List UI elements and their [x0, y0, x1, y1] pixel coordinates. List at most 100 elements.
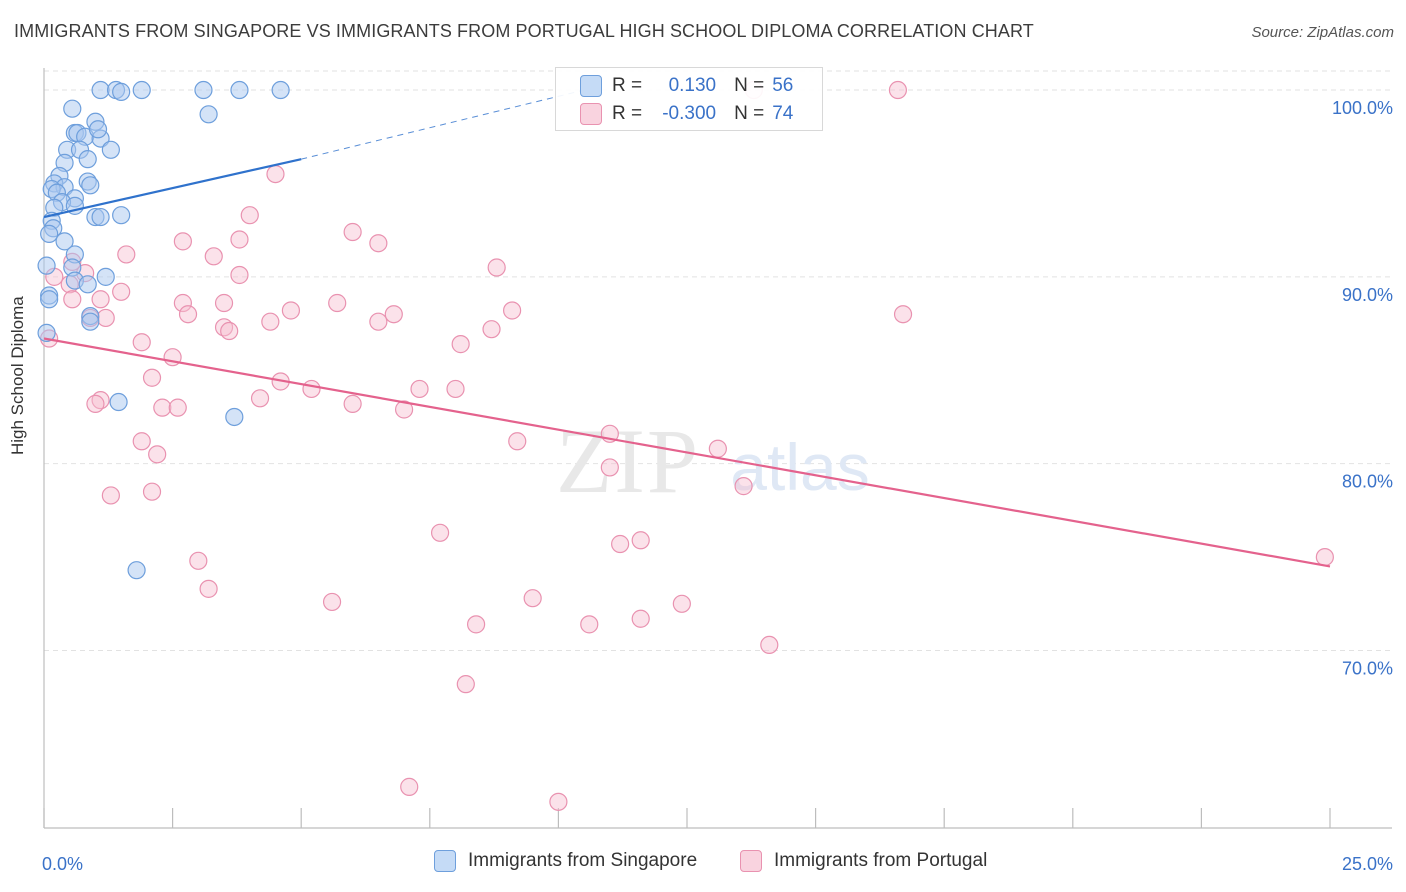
portugal-point	[96, 308, 115, 328]
portugal-point	[86, 394, 105, 413]
singapore-point	[81, 176, 100, 195]
portugal-point	[240, 206, 259, 225]
singapore-point	[40, 224, 59, 243]
singapore-r-value: 0.130	[668, 75, 717, 96]
legend-row-singapore: R = 0.130 N = 56	[556, 72, 811, 100]
singapore-trend-line	[43, 158, 302, 219]
portugal-point	[508, 432, 527, 451]
singapore-point	[112, 82, 131, 101]
singapore-n-value: 56	[772, 75, 794, 96]
portugal-point	[173, 293, 192, 313]
singapore-point	[101, 140, 120, 159]
portugal-point	[266, 164, 285, 184]
singapore-point	[96, 267, 115, 286]
singapore-trend-extension	[301, 89, 585, 160]
portugal-point	[708, 439, 727, 458]
portugal-point	[214, 293, 234, 313]
y-axis-label: High School Diploma	[8, 296, 27, 455]
portugal-point	[322, 592, 342, 612]
portugal-r-value: -0.300	[662, 103, 717, 124]
portugal-point	[394, 400, 414, 419]
n-label: N =	[734, 75, 765, 96]
portugal-point	[369, 312, 388, 331]
portugal-point	[343, 222, 362, 242]
portugal-point	[101, 486, 120, 505]
portugal-point	[734, 477, 753, 496]
portugal-point	[482, 320, 501, 339]
series-singapore	[37, 80, 290, 580]
singapore-point	[112, 206, 131, 225]
singapore-point	[225, 407, 244, 427]
singapore-point	[37, 323, 56, 343]
portugal-point	[893, 305, 913, 324]
portugal-point	[369, 234, 388, 253]
singapore-point	[127, 561, 146, 580]
portugal-point	[611, 534, 630, 554]
portugal-point	[1315, 547, 1334, 567]
n-label: N =	[734, 103, 765, 124]
portugal-point	[523, 589, 542, 608]
portugal-swatch	[580, 103, 602, 125]
singapore-point	[37, 256, 56, 275]
portugal-point	[261, 312, 280, 331]
portugal-point	[466, 615, 486, 634]
portugal-point	[204, 247, 223, 266]
portugal-point	[142, 368, 162, 387]
portugal-point	[600, 458, 619, 477]
correlation-legend: R = 0.130 N = 56 R = -0.300 N = 74	[555, 67, 823, 131]
legend-row-portugal: R = -0.300 N = 74	[556, 100, 811, 128]
portugal-point	[631, 609, 650, 628]
portugal-point	[63, 290, 82, 309]
portugal-point	[549, 792, 568, 811]
source-credit: Source: ZipAtlas.com	[1251, 24, 1394, 41]
portugal-point	[132, 432, 151, 451]
portugal-point	[302, 379, 321, 399]
portugal-point	[400, 777, 419, 796]
portugal-point	[503, 301, 522, 320]
watermark-zip: ZIP	[556, 410, 700, 512]
chart-title: IMMIGRANTS FROM SINGAPORE VS IMMIGRANTS …	[14, 21, 1034, 41]
r-label: R =	[612, 75, 643, 96]
singapore-point	[78, 150, 97, 169]
portugal-point	[456, 675, 475, 694]
portugal-n-value: 74	[772, 103, 794, 124]
legend-item-portugal[interactable]: Immigrants from Portugal	[740, 850, 987, 872]
portugal-point	[672, 594, 691, 613]
singapore-point	[199, 105, 218, 124]
portugal-point	[446, 379, 465, 399]
singapore-swatch	[434, 850, 456, 872]
singapore-point	[40, 290, 59, 309]
singapore-point	[81, 312, 100, 331]
singapore-point	[194, 80, 213, 100]
portugal-point	[199, 579, 218, 598]
legend-item-singapore[interactable]: Immigrants from Singapore	[434, 850, 697, 872]
y-tick-label: 100.0%	[1332, 98, 1393, 118]
singapore-point	[55, 232, 74, 251]
singapore-point	[78, 275, 97, 294]
portugal-point	[189, 551, 208, 570]
portugal-point	[451, 335, 470, 354]
portugal-point	[760, 635, 779, 655]
y-tick-label: 90.0%	[1342, 285, 1393, 305]
singapore-point	[271, 80, 290, 100]
portugal-point	[117, 245, 136, 264]
portugal-point	[153, 398, 172, 417]
portugal-point	[487, 258, 506, 277]
singapore-point	[230, 80, 249, 100]
legend-singapore-label: Immigrants from Singapore	[468, 850, 698, 871]
x-tick-label: 0.0%	[42, 854, 83, 874]
portugal-point	[888, 80, 908, 100]
y-tick-label: 70.0%	[1342, 659, 1393, 679]
singapore-point	[132, 80, 151, 100]
portugal-point	[132, 333, 151, 352]
portugal-point	[631, 531, 650, 550]
trend-lines	[43, 89, 1331, 568]
singapore-point	[109, 392, 128, 412]
legend-portugal-label: Immigrants from Portugal	[774, 850, 988, 871]
portugal-point	[168, 398, 187, 417]
portugal-point	[343, 394, 362, 413]
r-label: R =	[612, 103, 643, 124]
portugal-point	[580, 615, 599, 634]
portugal-point	[410, 379, 429, 399]
